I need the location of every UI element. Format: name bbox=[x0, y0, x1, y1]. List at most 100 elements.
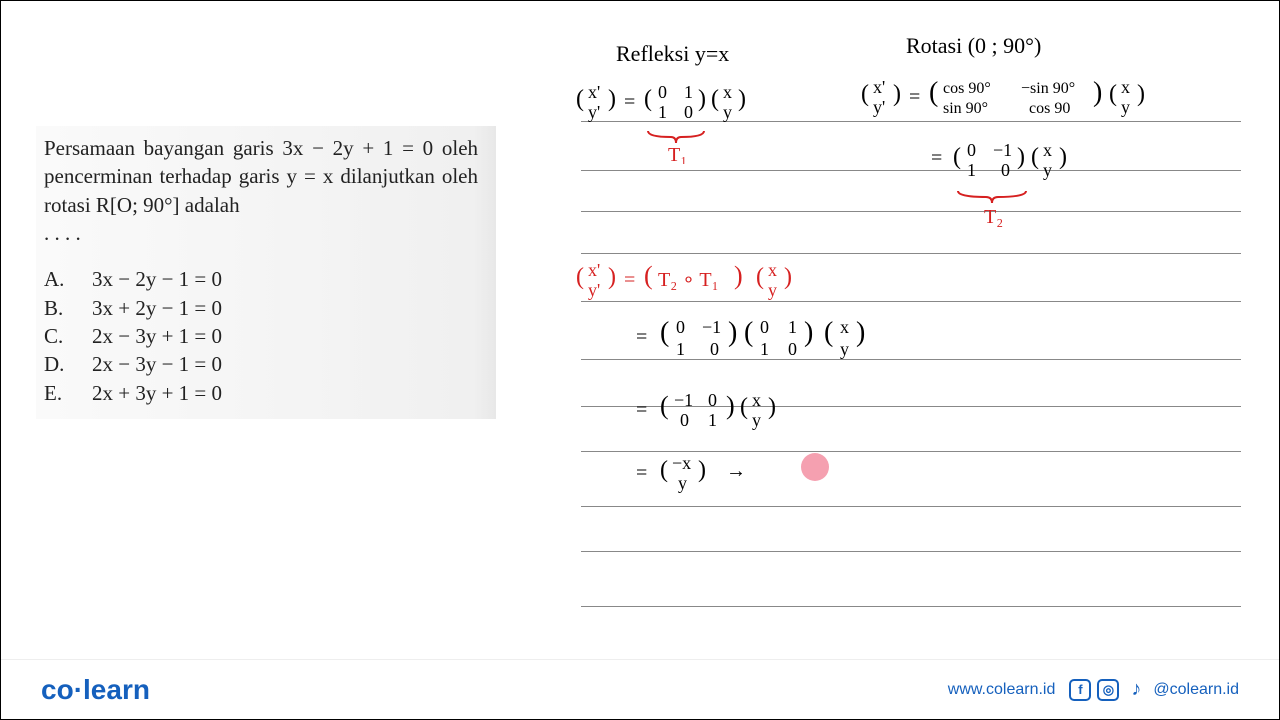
svg-text:): ) bbox=[738, 86, 746, 112]
answer-options: A. 3x − 2y − 1 = 0 B. 3x + 2y − 1 = 0 C.… bbox=[44, 265, 478, 407]
hw-compose-2: = ( 0 −1 1 0 ) ( 0 1 1 0 ) ( x y ) bbox=[636, 311, 1036, 371]
svg-text:(: ( bbox=[953, 144, 961, 170]
svg-text:=: = bbox=[624, 269, 635, 291]
svg-text:x: x bbox=[840, 317, 849, 337]
svg-text:y': y' bbox=[588, 280, 600, 300]
svg-text:): ) bbox=[804, 317, 813, 348]
hw-t2-brace: T₂ bbox=[956, 189, 1046, 229]
svg-text:0: 0 bbox=[760, 317, 769, 337]
footer-url: www.colearn.id bbox=[948, 681, 1056, 699]
svg-text:cos 90°: cos 90° bbox=[943, 80, 991, 97]
svg-text:y': y' bbox=[873, 97, 885, 117]
svg-text:y: y bbox=[768, 280, 777, 300]
svg-text:(: ( bbox=[744, 317, 753, 348]
social-icons: f ◎ ♪ @colearn.id bbox=[1069, 679, 1239, 701]
svg-text:0: 0 bbox=[680, 410, 689, 430]
svg-text:): ) bbox=[856, 317, 865, 348]
hw-title-rotation: Rotasi (0 ; 90°) bbox=[906, 33, 1041, 59]
svg-text:=: = bbox=[931, 147, 942, 169]
svg-text:(: ( bbox=[861, 81, 869, 107]
svg-text:): ) bbox=[728, 317, 737, 348]
svg-text:): ) bbox=[698, 86, 706, 112]
svg-text:(: ( bbox=[660, 317, 669, 348]
footer-right: www.colearn.id f ◎ ♪ @colearn.id bbox=[948, 679, 1239, 701]
svg-text:): ) bbox=[784, 264, 792, 290]
hw-compose-4: = ( −x y ) → bbox=[636, 449, 886, 504]
hw-rotation-matrix-1: ( x' y' ) = ( cos 90° −sin 90° sin 90° c… bbox=[861, 71, 1261, 146]
footer: co·learn www.colearn.id f ◎ ♪ @colearn.i… bbox=[1, 659, 1279, 719]
svg-text:0: 0 bbox=[676, 317, 685, 337]
svg-text:=: = bbox=[636, 326, 647, 348]
option-letter: B. bbox=[44, 294, 68, 322]
option-letter: D. bbox=[44, 350, 68, 378]
svg-text:(: ( bbox=[929, 77, 938, 108]
svg-text:(: ( bbox=[644, 86, 652, 112]
cursor-dot bbox=[801, 453, 829, 481]
svg-text:(: ( bbox=[660, 457, 668, 483]
option-eq: 3x − 2y − 1 = 0 bbox=[92, 265, 222, 293]
problem-line-1: Persamaan bayangan garis 3x − 2y + 1 = 0 bbox=[44, 136, 433, 160]
option-eq: 2x − 3y + 1 = 0 bbox=[92, 322, 222, 350]
handwriting-area: Refleksi y=x Rotasi (0 ; 90°) ( x' y' ) … bbox=[561, 41, 1261, 621]
hw-t1-brace: T₁ bbox=[646, 129, 716, 164]
svg-text:0: 0 bbox=[788, 339, 797, 359]
svg-text:=: = bbox=[636, 462, 647, 484]
option-c: C. 2x − 3y + 1 = 0 bbox=[44, 322, 478, 350]
option-eq: 2x − 3y − 1 = 0 bbox=[92, 350, 222, 378]
ruled-line bbox=[581, 253, 1241, 254]
svg-text:): ) bbox=[893, 81, 901, 107]
problem-line-4: . . . . bbox=[44, 221, 81, 245]
svg-text:y: y bbox=[678, 473, 687, 493]
svg-text:): ) bbox=[608, 86, 616, 112]
hw-compose-1: ( x' y' ) = ( T₂ ∘ T₁ ) ( x y ) bbox=[576, 256, 896, 311]
svg-text:0: 0 bbox=[710, 339, 719, 359]
svg-text:→: → bbox=[726, 460, 746, 482]
svg-text:): ) bbox=[1093, 77, 1102, 108]
svg-text:0: 0 bbox=[708, 390, 717, 410]
svg-text:1: 1 bbox=[708, 410, 717, 430]
svg-text:y: y bbox=[723, 102, 732, 122]
svg-text:1: 1 bbox=[676, 339, 685, 359]
svg-text:1: 1 bbox=[684, 82, 693, 102]
svg-text:): ) bbox=[698, 457, 706, 483]
social-handle: @colearn.id bbox=[1153, 681, 1239, 699]
option-b: B. 3x + 2y − 1 = 0 bbox=[44, 294, 478, 322]
svg-text:x: x bbox=[1121, 77, 1130, 97]
svg-text:0: 0 bbox=[684, 102, 693, 122]
hw-title-reflection: Refleksi y=x bbox=[616, 41, 729, 67]
svg-text:y: y bbox=[752, 410, 761, 430]
svg-text:x': x' bbox=[588, 260, 600, 280]
ruled-line bbox=[581, 211, 1241, 212]
svg-text:−x: −x bbox=[672, 453, 691, 473]
ruled-line bbox=[581, 606, 1241, 607]
option-letter: E. bbox=[44, 379, 68, 407]
svg-text:T₁: T₁ bbox=[668, 144, 687, 164]
svg-text:(: ( bbox=[644, 261, 653, 290]
svg-text:1: 1 bbox=[760, 339, 769, 359]
svg-text:): ) bbox=[726, 391, 735, 420]
svg-text:): ) bbox=[1059, 144, 1067, 170]
svg-text:−1: −1 bbox=[674, 390, 693, 410]
option-a: A. 3x − 2y − 1 = 0 bbox=[44, 265, 478, 293]
svg-text:=: = bbox=[636, 399, 647, 421]
svg-text:(: ( bbox=[576, 264, 584, 290]
svg-text:): ) bbox=[768, 394, 776, 420]
svg-text:0: 0 bbox=[1001, 160, 1010, 180]
option-e: E. 2x + 3y + 1 = 0 bbox=[44, 379, 478, 407]
svg-text:(: ( bbox=[1031, 144, 1039, 170]
hw-rotation-matrix-2: = ( 0 −1 1 0 ) ( x y ) bbox=[931, 136, 1191, 191]
svg-text:=: = bbox=[624, 91, 635, 113]
svg-text:x': x' bbox=[588, 82, 600, 102]
option-letter: A. bbox=[44, 265, 68, 293]
svg-text:(: ( bbox=[660, 391, 669, 420]
svg-text:y: y bbox=[840, 339, 849, 359]
svg-text:−1: −1 bbox=[993, 140, 1012, 160]
hw-compose-3: = ( −1 0 0 1 ) ( x y ) bbox=[636, 386, 936, 441]
problem-statement: Persamaan bayangan garis 3x − 2y + 1 = 0… bbox=[44, 134, 478, 247]
svg-text:x: x bbox=[1043, 140, 1052, 160]
svg-text:(: ( bbox=[711, 86, 719, 112]
instagram-icon: ◎ bbox=[1097, 679, 1119, 701]
problem-box: Persamaan bayangan garis 3x − 2y + 1 = 0… bbox=[36, 126, 496, 419]
svg-text:y: y bbox=[1121, 97, 1130, 117]
svg-text:0: 0 bbox=[967, 140, 976, 160]
